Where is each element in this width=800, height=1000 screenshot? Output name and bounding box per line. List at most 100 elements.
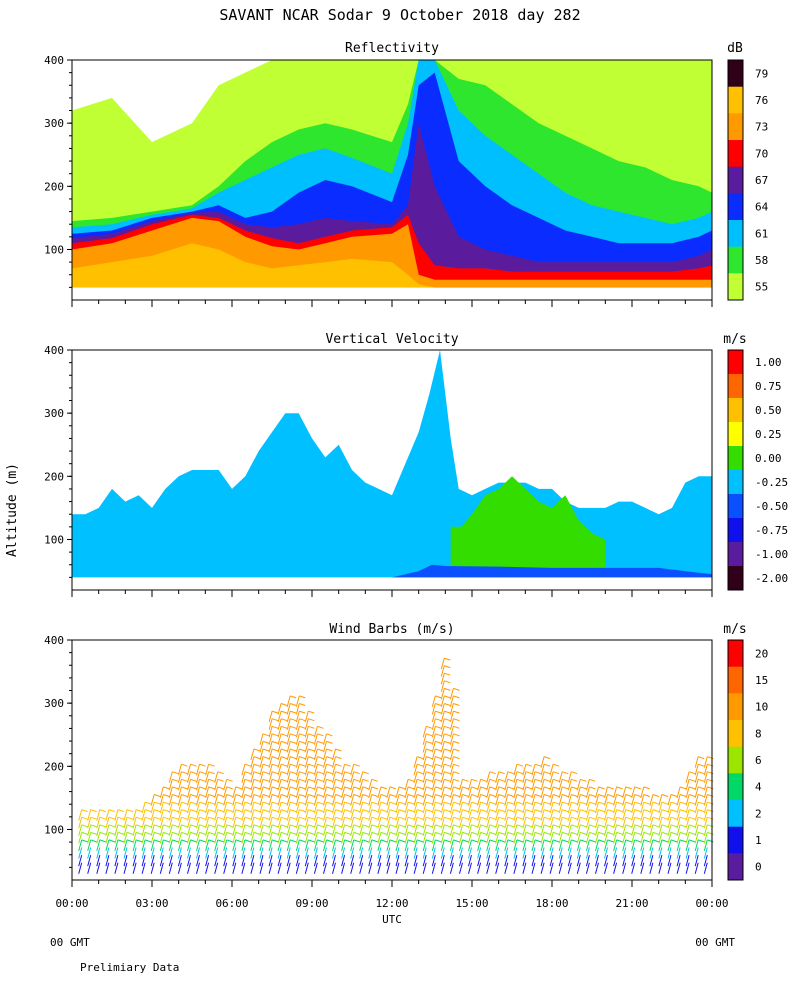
wind-barb — [323, 816, 333, 829]
wind-barb — [295, 703, 306, 715]
wind-barb — [404, 794, 415, 806]
wind-barb — [486, 854, 491, 867]
wind-barb — [368, 794, 378, 806]
wind-barb — [422, 794, 433, 806]
wind-barb — [168, 809, 179, 821]
wind-barb — [323, 862, 327, 874]
wind-barb — [513, 862, 518, 874]
wind-barb — [658, 794, 669, 806]
wind-barb — [277, 816, 288, 829]
colorbar-label: -0.75 — [755, 524, 788, 537]
wind-barb — [576, 816, 587, 829]
wind-barb — [522, 831, 533, 844]
wind-barb — [459, 847, 463, 859]
wind-barb — [549, 816, 560, 829]
wind-barb — [658, 847, 663, 859]
wind-barb — [486, 831, 496, 844]
wind-barb — [350, 763, 360, 776]
wind-barb — [422, 786, 433, 799]
wind-barb — [295, 740, 306, 753]
wind-barb — [694, 816, 705, 829]
colorbar-swatch — [728, 666, 743, 694]
wind-barb — [168, 847, 173, 859]
wind-barb — [187, 862, 191, 874]
wind-barb — [332, 748, 342, 761]
wind-barb — [504, 847, 509, 859]
wind-barb — [304, 778, 315, 791]
colorbar-label: 20 — [755, 647, 768, 660]
wind-barb — [304, 809, 315, 821]
wind-barb — [359, 801, 369, 814]
wind-barb — [196, 862, 200, 874]
wind-barb — [268, 710, 279, 723]
wind-barb — [78, 839, 88, 852]
wind-barb — [649, 839, 660, 852]
wind-barb — [96, 816, 106, 829]
wind-barb — [214, 831, 224, 844]
colorbar-swatch — [728, 86, 743, 114]
wind-barb — [241, 862, 246, 874]
wind-barb — [286, 816, 297, 829]
wind-barb — [350, 771, 360, 783]
wind-barb — [332, 756, 342, 768]
wind-barb — [504, 824, 514, 836]
wind-barb — [286, 801, 297, 814]
wind-barb — [250, 778, 261, 791]
wind-barb — [540, 854, 545, 867]
wind-barb — [132, 862, 137, 874]
wind-barb — [449, 847, 454, 859]
wind-barb — [459, 794, 469, 806]
wind-barb — [604, 809, 614, 821]
colorbar-label: 6 — [755, 754, 762, 767]
wind-barb — [449, 862, 454, 874]
wind-barb — [268, 831, 279, 844]
wind-barb — [187, 824, 197, 836]
wind-barb — [658, 801, 669, 814]
wind-barb — [304, 854, 309, 867]
wind-barb — [694, 778, 705, 791]
wind-barb — [522, 839, 533, 852]
wind-barb — [486, 839, 496, 852]
wind-barb — [522, 763, 533, 776]
wind-barb — [386, 809, 397, 821]
wind-barb — [676, 854, 681, 867]
wind-barb — [540, 824, 551, 836]
wind-barb — [440, 831, 451, 844]
wind-barb — [241, 763, 252, 776]
wind-barb — [177, 862, 182, 874]
wind-barb — [214, 794, 224, 806]
wind-barb — [295, 763, 306, 776]
wind-barb — [667, 847, 672, 859]
wind-barb — [187, 786, 197, 799]
wind-barb — [513, 831, 524, 844]
wind-barb — [286, 862, 291, 874]
wind-barb — [205, 801, 215, 814]
wind-barb — [250, 801, 261, 814]
wind-barb — [332, 786, 342, 799]
wind-barb — [332, 816, 342, 829]
wind-barb — [223, 839, 233, 852]
field-layer-7 — [72, 243, 712, 288]
colorbar-label: 58 — [755, 254, 768, 267]
y-tick-label: 200 — [44, 180, 64, 193]
wind-barb — [159, 854, 164, 867]
wind-barb — [123, 809, 134, 821]
wind-barb — [368, 824, 378, 836]
wind-barb — [595, 839, 605, 852]
wind-barb — [622, 809, 632, 821]
wind-barb — [359, 824, 369, 836]
wind-barb — [431, 725, 442, 738]
wind-barb — [168, 831, 179, 844]
wind-barb — [368, 801, 378, 814]
wind-barb — [313, 862, 318, 874]
wind-barb — [313, 847, 318, 859]
wind-barb — [513, 847, 518, 859]
wind-barb — [622, 839, 632, 852]
wind-barb — [413, 816, 424, 829]
wind-barb — [449, 763, 460, 776]
wind-barb — [449, 740, 460, 753]
wind-barb — [504, 809, 514, 821]
wind-barb — [232, 809, 242, 821]
wind-barb — [123, 847, 128, 859]
wind-barb — [531, 847, 536, 859]
